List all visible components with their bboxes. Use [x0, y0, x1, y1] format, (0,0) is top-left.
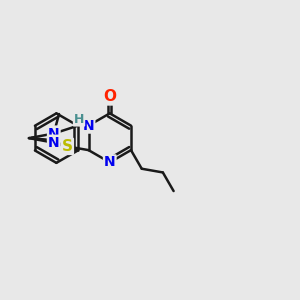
Text: S: S [62, 139, 73, 154]
Text: N: N [104, 155, 116, 170]
Text: N: N [48, 127, 60, 140]
Text: O: O [103, 89, 116, 104]
Text: H: H [74, 112, 84, 126]
Text: N: N [83, 118, 94, 133]
Text: N: N [48, 136, 60, 150]
